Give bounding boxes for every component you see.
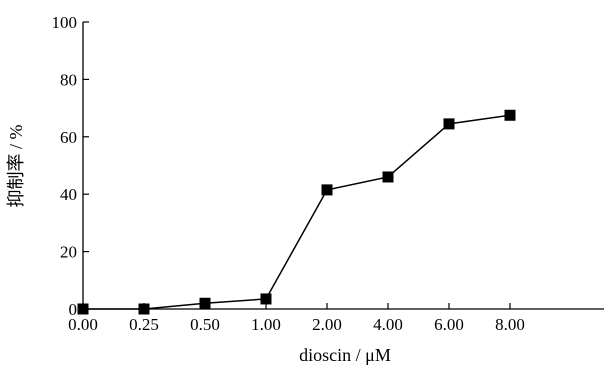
data-point-4-00 bbox=[382, 171, 394, 183]
data-point-6-00 bbox=[443, 118, 455, 130]
data-points bbox=[77, 109, 516, 315]
y-axis-title: 抑制率 / % bbox=[6, 124, 26, 207]
data-point-0-00 bbox=[77, 303, 89, 315]
x-tick-label: 8.00 bbox=[495, 315, 525, 334]
data-point-0-50 bbox=[199, 297, 211, 309]
x-axis-title: dioscin / μM bbox=[299, 345, 391, 365]
x-tick-label: 0.50 bbox=[190, 315, 220, 334]
data-point-1-00 bbox=[260, 293, 272, 305]
y-tick-label: 100 bbox=[52, 13, 78, 32]
x-tick-label: 0.25 bbox=[129, 315, 159, 334]
y-tick-label: 0 bbox=[69, 300, 78, 319]
y-tick-label: 60 bbox=[60, 128, 77, 147]
y-tick-label: 40 bbox=[60, 185, 77, 204]
y-tick-label: 80 bbox=[60, 70, 77, 89]
x-tick-label: 1.00 bbox=[251, 315, 281, 334]
data-point-2-00 bbox=[321, 184, 333, 196]
x-tick-label: 2.00 bbox=[312, 315, 342, 334]
y-axis-ticks: 0 20 40 60 80 100 bbox=[52, 13, 89, 319]
x-axis-ticks: 0.00 0.25 0.50 1.00 2.00 4.00 6.00 8.00 bbox=[68, 303, 525, 334]
x-tick-label: 0.00 bbox=[68, 315, 98, 334]
x-tick-label: 4.00 bbox=[373, 315, 403, 334]
data-point-8-00 bbox=[504, 109, 516, 121]
series-line bbox=[83, 114, 511, 310]
y-tick-label: 20 bbox=[60, 243, 77, 262]
data-point-0-25 bbox=[138, 303, 150, 315]
x-tick-label: 6.00 bbox=[434, 315, 464, 334]
